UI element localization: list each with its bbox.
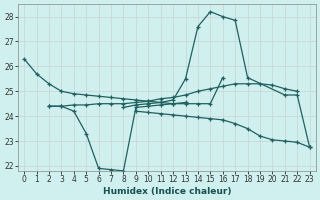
X-axis label: Humidex (Indice chaleur): Humidex (Indice chaleur) (103, 187, 231, 196)
